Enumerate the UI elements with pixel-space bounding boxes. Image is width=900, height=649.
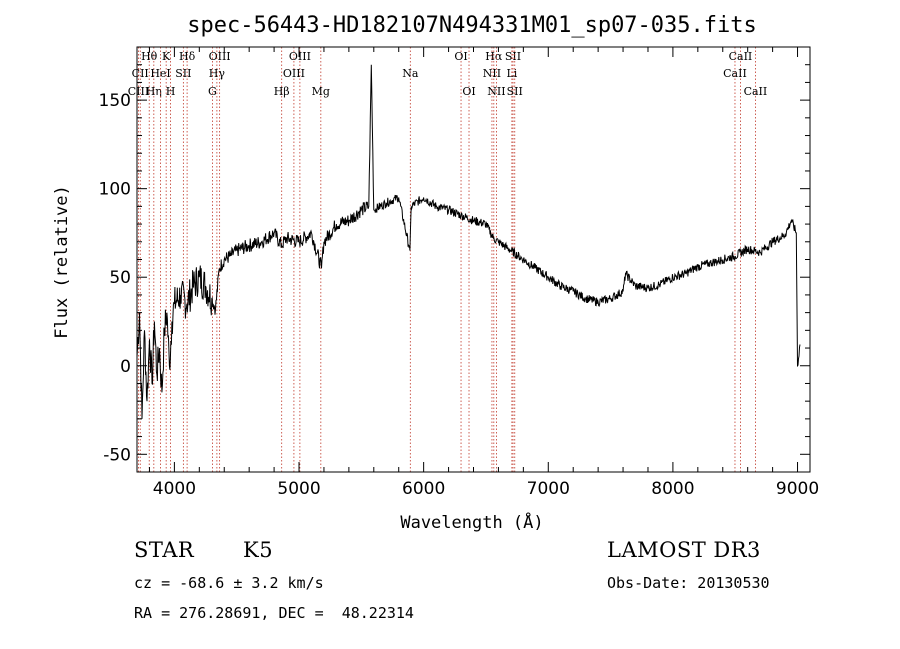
x-tick-label-4: 8000	[651, 479, 694, 499]
axis-ticks: 4000 5000 6000 7000 8000 9000 -50 0 50 100 150	[99, 47, 819, 499]
line-marker-label-11: G	[208, 85, 217, 98]
line-marker-label-14: OIII	[283, 67, 305, 80]
redshift-text: cz = -68.6 ± 3.2 km/s	[134, 574, 324, 592]
line-marker-label-19: Hα	[485, 50, 503, 63]
line-marker-label-5: HeI	[150, 67, 170, 80]
x-tick-label-2: 6000	[402, 479, 445, 499]
line-marker-label-27: CaII	[744, 85, 768, 98]
y-tick-label-4: 150	[99, 91, 131, 111]
x-tick-label-0: 4000	[153, 479, 196, 499]
line-marker-label-16: Na	[402, 67, 419, 80]
line-marker-label-9: OIII	[209, 50, 231, 63]
object-class: STAR	[134, 538, 195, 562]
line-marker-label-22: SII	[505, 50, 521, 63]
y-tick-label-0: -50	[103, 445, 131, 465]
line-marker-label-4: K	[162, 50, 171, 63]
x-tick-label-3: 7000	[527, 479, 570, 499]
plot-lines	[136, 64, 801, 419]
y-axis-label: Flux (relative)	[52, 185, 72, 339]
line-marker-label-3: Hη	[146, 85, 162, 98]
y-tick-label-1: 0	[120, 357, 131, 377]
line-marker-label-10: Hγ	[209, 67, 226, 80]
line-marker-label-26: CaII	[723, 67, 747, 80]
x-tick-label-1: 5000	[277, 479, 320, 499]
series-line-flux	[136, 64, 801, 419]
line-marker-label-8: Hδ	[179, 50, 196, 63]
coordinates: RA = 276.28691, DEC = 48.22314	[134, 604, 414, 622]
line-marker-label-13: OIII	[289, 50, 311, 63]
survey-name: LAMOST DR3	[607, 538, 761, 562]
line-marker-label-18: OI	[462, 85, 475, 98]
x-tick-label-5: 9000	[776, 479, 819, 499]
line-marker-label-6: SII	[175, 67, 191, 80]
plot-frame	[136, 46, 811, 473]
line-marker-label-7: H	[166, 85, 176, 98]
line-marker-label-25: CaII	[729, 50, 753, 63]
line-marker-label-1: CII	[132, 67, 149, 80]
y-tick-label-2: 50	[109, 268, 131, 288]
line-marker-label-21: NII	[487, 85, 505, 98]
line-marker-label-0: Hθ	[141, 50, 158, 63]
object-subclass: K5	[243, 538, 274, 562]
y-tick-label-3: 100	[99, 180, 131, 200]
line-marker-label-23: Li	[506, 67, 517, 80]
line-marker-label-15: Mg	[312, 85, 330, 98]
line-marker-label-2: CIII	[128, 85, 149, 98]
obs-date: Obs-Date: 20130530	[607, 574, 770, 592]
line-marker-label-12: Hβ	[274, 85, 290, 98]
chart-title: spec-56443-HD182107N494331M01_sp07-035.f…	[187, 13, 757, 38]
line-marker-label-17: OI	[454, 50, 467, 63]
line-marker-label-24: SII	[507, 85, 523, 98]
line-marker-label-20: NII	[483, 67, 501, 80]
x-axis-label: Wavelength (Å)	[400, 511, 543, 533]
